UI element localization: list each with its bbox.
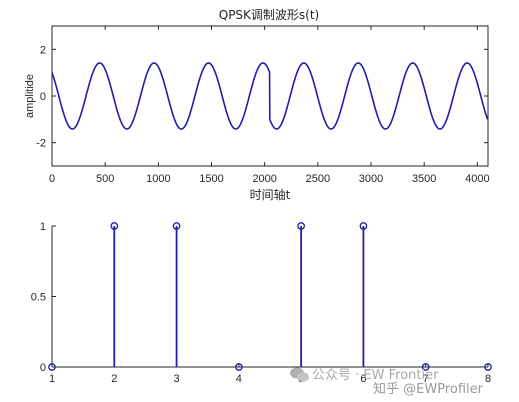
waveform-x-tick-label: 0 bbox=[49, 173, 55, 185]
waveform-x-tick-label: 500 bbox=[96, 173, 114, 185]
stem-y-tick-label: 0.5 bbox=[31, 292, 46, 304]
waveform-x-label: 时间轴t bbox=[250, 187, 291, 202]
waveform-x-tick-label: 3500 bbox=[412, 173, 436, 185]
stem-marker bbox=[359, 222, 368, 230]
stem-y-tick-label: 1 bbox=[40, 221, 46, 233]
stem-x-tick-label: 7 bbox=[423, 373, 429, 385]
stem-marker bbox=[48, 363, 56, 371]
waveform-y-ticks: -2 0 2 bbox=[36, 44, 488, 150]
watermark-text: 知乎 @EWProfiler bbox=[373, 381, 484, 397]
waveform-y-label: amplitide bbox=[24, 74, 36, 118]
waveform-x-tick-label: 4000 bbox=[465, 173, 489, 185]
stem-marker bbox=[421, 363, 430, 371]
waveform-x-tick-label: 1000 bbox=[146, 173, 170, 185]
stem-marker bbox=[110, 222, 119, 230]
waveform-series-line bbox=[51, 62, 489, 130]
stem-x-tick-label: 8 bbox=[485, 373, 491, 385]
stem-marker bbox=[484, 363, 492, 371]
stem-y-ticks: 00.51 bbox=[31, 221, 56, 374]
waveform-x-tick-label: 1500 bbox=[199, 173, 223, 185]
waveform-title: QPSK调制波形s(t) bbox=[219, 8, 320, 22]
waveform-y-tick-label: -2 bbox=[36, 138, 46, 150]
stem-marker bbox=[235, 363, 243, 371]
stem-x-tick-label: 4 bbox=[236, 373, 242, 385]
stem-x-tick-label: 1 bbox=[49, 373, 55, 385]
stem-y-tick-label: 0 bbox=[40, 362, 46, 374]
stem-chart: 12345678 00.51 bbox=[31, 221, 492, 385]
stem-x-tick-label: 6 bbox=[360, 373, 366, 385]
waveform-x-tick-label: 2500 bbox=[306, 173, 330, 185]
wechat-logo-icon bbox=[290, 367, 309, 382]
stem-marker bbox=[297, 222, 305, 230]
watermark: 公众号 · EW Frontier 知乎 @EWProfiler bbox=[290, 367, 484, 397]
waveform-x-ticks: 0 500 1000 1500 2000 2500 3000 3500 4000 bbox=[49, 26, 490, 185]
waveform-y-tick-label: 0 bbox=[40, 91, 46, 103]
stem-x-tick-label: 3 bbox=[174, 373, 180, 385]
stem-series bbox=[48, 222, 492, 371]
stem-marker bbox=[172, 222, 181, 230]
stem-x-tick-label: 2 bbox=[111, 373, 117, 385]
waveform-y-tick-label: 2 bbox=[40, 44, 46, 56]
waveform-x-tick-label: 3000 bbox=[359, 173, 383, 185]
stem-plot-area bbox=[52, 226, 488, 367]
waveform-x-tick-label: 2000 bbox=[252, 173, 276, 185]
watermark-faded-text: 公众号 · EW Frontier bbox=[312, 368, 439, 383]
waveform-chart: QPSK调制波形s(t) 0 500 1000 1500 2000 2500 3000 350… bbox=[24, 8, 490, 202]
